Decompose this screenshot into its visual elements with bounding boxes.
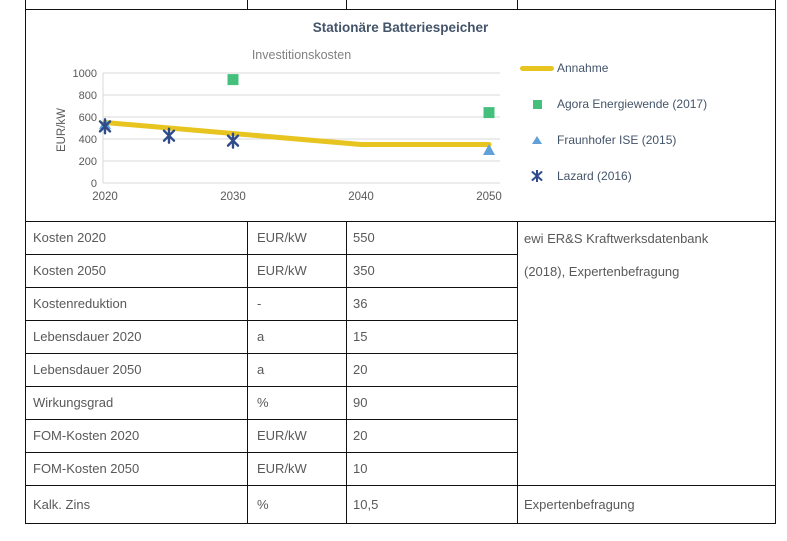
chart-subtitle: Investitionskosten	[251, 48, 352, 62]
legend-label: Annahme	[557, 61, 609, 75]
svg-text:2040: 2040	[348, 191, 374, 203]
table-cell-label: Kosten 2020	[26, 222, 248, 255]
svg-text:2030: 2030	[220, 191, 246, 203]
table-cell-value: 20	[347, 420, 518, 453]
table-cell-label: Kostenreduktion	[26, 288, 248, 321]
source-text: ewi ER&S Kraftwerksdatenbank (2018), Exp…	[524, 231, 709, 279]
annahme-line-swatch-icon	[520, 65, 554, 71]
table-cell-label: FOM-Kosten 2020	[26, 420, 248, 453]
agora-square-swatch-icon	[520, 99, 554, 109]
table-cell-unit: EUR/kW	[248, 420, 347, 453]
spacer-row-cell	[248, 0, 347, 10]
legend-label: Fraunhofer ISE (2015)	[557, 133, 677, 147]
legend-entry-annahme: Annahme	[520, 58, 707, 78]
table-cell-unit: EUR/kW	[248, 222, 347, 255]
chart-canvas: 0 200 400 600 800 1000 2020 2030 2040 2050	[73, 68, 502, 203]
svg-text:800: 800	[79, 90, 97, 102]
table-cell-source: Expertenbefragung	[518, 486, 776, 524]
spacer-row-cell	[518, 0, 776, 10]
table-cell-unit: %	[248, 486, 347, 524]
table-cell-label: FOM-Kosten 2050	[26, 453, 248, 486]
svg-text:2050: 2050	[476, 191, 502, 203]
lazard-asterisk-swatch-icon	[520, 170, 554, 182]
chart-title: Stationäre Batteriespeicher	[312, 20, 489, 35]
fraunhofer-triangle-swatch-icon	[520, 136, 554, 144]
table-cell-value: 15	[347, 321, 518, 354]
table-cell-value: 10	[347, 453, 518, 486]
table-cell-value: 36	[347, 288, 518, 321]
table-cell-unit: EUR/kW	[248, 453, 347, 486]
svg-text:0: 0	[91, 178, 97, 190]
table-cell-label: Lebensdauer 2050	[26, 354, 248, 387]
chart-legend: Annahme Agora Energiewende (2017) Fraunh…	[520, 58, 707, 202]
table-cell-label: Wirkungsgrad	[26, 387, 248, 420]
table-cell-source: ewi ER&S Kraftwerksdatenbank (2018), Exp…	[518, 222, 776, 486]
table-cell-value: 350	[347, 255, 518, 288]
table-cell-value: 10,5	[347, 486, 518, 524]
legend-entry-agora: Agora Energiewende (2017)	[520, 94, 707, 114]
table-cell-unit: a	[248, 354, 347, 387]
legend-entry-fraunhofer: Fraunhofer ISE (2015)	[520, 130, 707, 150]
table-cell-unit: a	[248, 321, 347, 354]
parameter-table: Stationäre Batteriespeicher Investitions…	[25, 0, 776, 524]
table-cell-label: Kalk. Zins	[26, 486, 248, 524]
svg-text:2020: 2020	[92, 191, 118, 203]
spacer-row-cell	[347, 0, 518, 10]
table-cell-value: 550	[347, 222, 518, 255]
table-cell-value: 20	[347, 354, 518, 387]
svg-text:1000: 1000	[73, 68, 97, 80]
svg-text:400: 400	[79, 134, 97, 146]
table-cell-unit: -	[248, 288, 347, 321]
table-cell-label: Kosten 2050	[26, 255, 248, 288]
table-cell-value: 90	[347, 387, 518, 420]
legend-entry-lazard: Lazard (2016)	[520, 166, 707, 186]
legend-label: Lazard (2016)	[557, 169, 632, 183]
chart-area: Stationäre Batteriespeicher Investitions…	[26, 10, 776, 222]
legend-label: Agora Energiewende (2017)	[557, 97, 708, 111]
table-cell-label: Lebensdauer 2020	[26, 321, 248, 354]
svg-text:600: 600	[79, 112, 97, 124]
svg-text:200: 200	[79, 156, 97, 168]
spacer-row-cell	[26, 0, 248, 10]
table-cell-unit: EUR/kW	[248, 255, 347, 288]
table-cell-unit: %	[248, 387, 347, 420]
